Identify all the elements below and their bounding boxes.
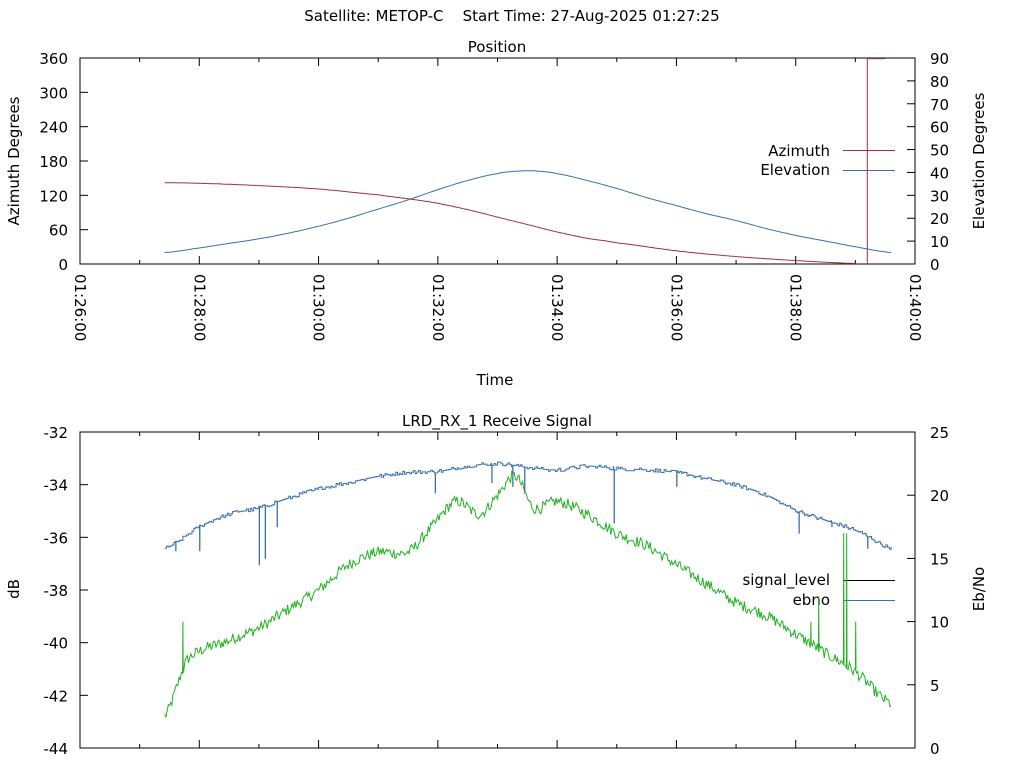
y2-tick-label: 30 xyxy=(930,187,949,205)
legend-azimuth-label: Azimuth xyxy=(768,142,830,160)
y-tick-label: -42 xyxy=(44,687,69,705)
x-tick-label: 01:38:00 xyxy=(787,274,805,341)
legend-elevation-label: Elevation xyxy=(760,161,830,179)
y-tick-label: -44 xyxy=(44,740,69,758)
legend-ebno-label: ebno xyxy=(793,591,830,609)
x-tick-label: 01:40:00 xyxy=(906,274,924,341)
y-tick-label: -34 xyxy=(44,477,69,495)
azimuth-line xyxy=(164,182,856,264)
y2-tick-label: 10 xyxy=(930,614,949,632)
position-legend: Azimuth Elevation xyxy=(760,142,895,179)
x-tick-label: 01:36:00 xyxy=(667,274,685,341)
y-tick-label: 180 xyxy=(39,153,68,171)
x-tick-label: 01:34:00 xyxy=(548,274,566,341)
x-tick-label: 01:28:00 xyxy=(190,274,208,341)
y2-tick-label: 25 xyxy=(930,424,949,442)
y-tick-label: 120 xyxy=(39,187,68,205)
y-tick-label: -32 xyxy=(44,424,69,442)
position-chart: Position Time Azimuth Degrees Elevation … xyxy=(5,38,988,389)
ebno-blue-line xyxy=(164,461,892,566)
y2-tick-label: 0 xyxy=(930,256,940,274)
y-tick-label: 240 xyxy=(39,119,68,137)
azimuth-wrap-line xyxy=(866,58,886,264)
y-tick-label: 0 xyxy=(58,256,68,274)
x-tick-label: 01:32:00 xyxy=(429,274,447,341)
y2-tick-label: 70 xyxy=(930,96,949,114)
x-tick-label: 01:26:00 xyxy=(71,274,89,341)
y2-tick-label: 10 xyxy=(930,233,949,251)
y-tick-label: -40 xyxy=(44,635,69,653)
ebno-green-line xyxy=(164,469,892,719)
y2-tick-label: 40 xyxy=(930,164,949,182)
y-tick-label: 300 xyxy=(39,84,68,102)
signal-legend: signal_level ebno xyxy=(742,571,895,609)
chart-header: Satellite: METOP-C Start Time: 27-Aug-20… xyxy=(0,7,1024,25)
position-y-label: Azimuth Degrees xyxy=(5,96,23,225)
y2-tick-label: 20 xyxy=(930,487,949,505)
position-x-label: Time xyxy=(476,371,514,389)
y2-tick-label: 0 xyxy=(930,740,940,758)
y2-tick-label: 90 xyxy=(930,50,949,68)
x-tick-label: 01:30:00 xyxy=(310,274,328,341)
signal-y-label: dB xyxy=(5,579,23,599)
satellite-label: Satellite: METOP-C xyxy=(304,7,444,25)
signal-y2-label: Eb/No xyxy=(970,567,988,611)
signal-plot-frame xyxy=(79,431,916,749)
y2-tick-label: 20 xyxy=(930,210,949,228)
y-tick-label: 360 xyxy=(39,50,68,68)
y2-tick-label: 5 xyxy=(930,677,940,695)
receive-signal-chart: LRD_RX_1 Receive Signal dB Eb/No signal_… xyxy=(5,412,988,758)
y2-tick-label: 50 xyxy=(930,142,949,160)
start-time-label: Start Time: 27-Aug-2025 01:27:25 xyxy=(462,7,720,25)
position-title: Position xyxy=(468,38,526,56)
position-y2-label: Elevation Degrees xyxy=(970,92,988,229)
y-tick-label: -36 xyxy=(44,529,69,547)
signal-title: LRD_RX_1 Receive Signal xyxy=(402,412,592,431)
y2-tick-label: 80 xyxy=(930,73,949,91)
y2-tick-label: 60 xyxy=(930,119,949,137)
y-tick-label: -38 xyxy=(44,582,69,600)
y2-tick-label: 15 xyxy=(930,550,949,568)
legend-signal-level-label: signal_level xyxy=(742,571,830,590)
y-tick-label: 60 xyxy=(49,222,68,240)
elevation-line xyxy=(164,170,892,254)
